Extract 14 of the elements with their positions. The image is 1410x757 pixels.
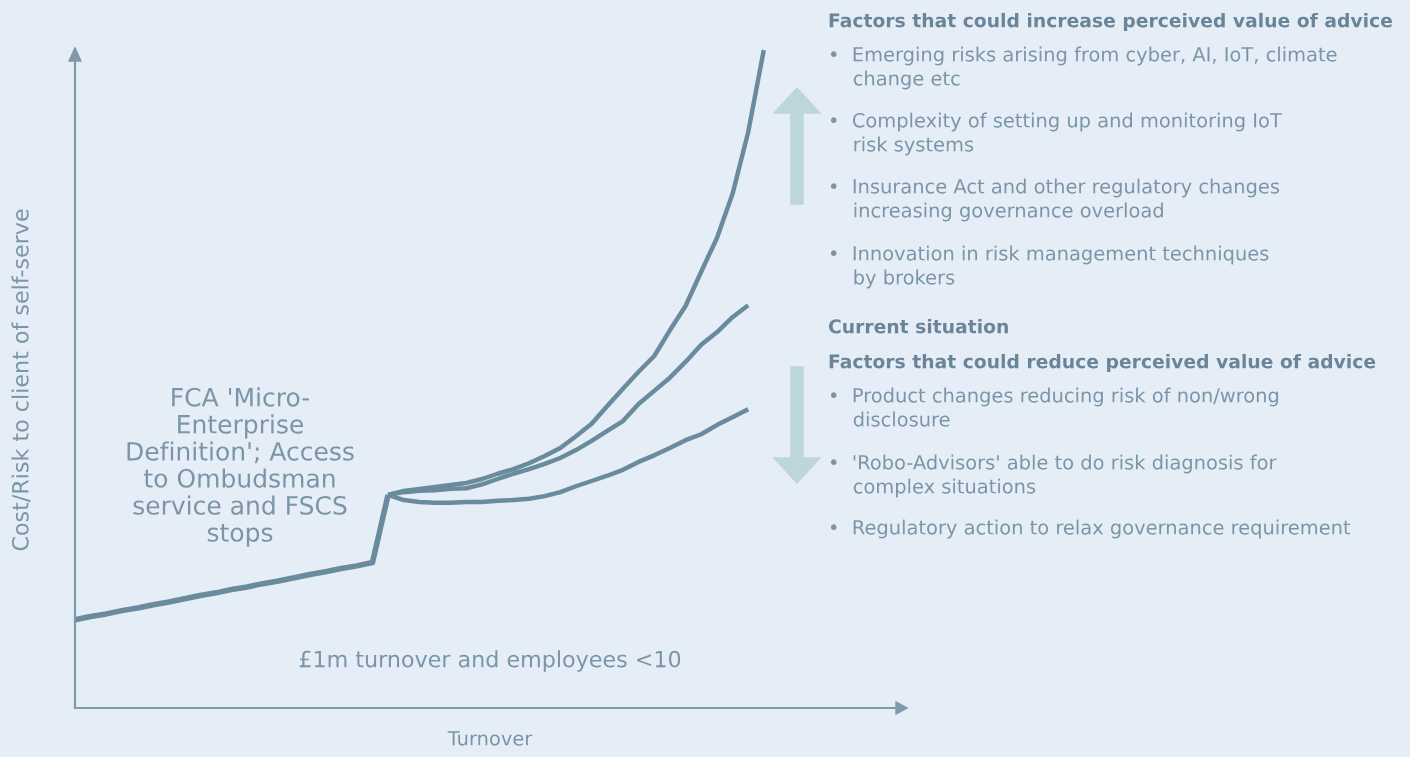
annotation: • 'Robo-Advisors' able to do risk diagnosis for complex situations xyxy=(830,454,1277,498)
text: Factors that could increase perceived value of advice xyxy=(829,12,1392,32)
annotation: • Innovation in risk management techniques by brokers xyxy=(830,245,1269,289)
annotation: • Emerging risks arising from cyber, AI, IoT, climate change etc xyxy=(830,46,1337,90)
x-axis-title: Turnover xyxy=(447,731,533,746)
annotation: FCA 'Micro- Enterprise Definition'; Access to Ombudsman service and FSCS stops xyxy=(127,387,354,547)
y-axis-title: Cost/Risk to client of self-serve xyxy=(11,209,31,551)
annotation: Factors that could reduce perceived value of advice xyxy=(829,353,1376,373)
annotation: • Product changes reducing risk of non/wrong disclosure xyxy=(830,387,1279,427)
annotation: • Regulatory action to relax governance requirement xyxy=(830,519,1351,539)
annotation: Current situation xyxy=(828,318,1008,334)
annotation: • Insurance Act and other regulatory changes increasing governance overload xyxy=(830,178,1280,222)
annotation: • Complexity of setting up and monitoring IoT risk systems xyxy=(830,112,1282,156)
annotation: £1m turnover and employees <10 xyxy=(299,650,681,672)
